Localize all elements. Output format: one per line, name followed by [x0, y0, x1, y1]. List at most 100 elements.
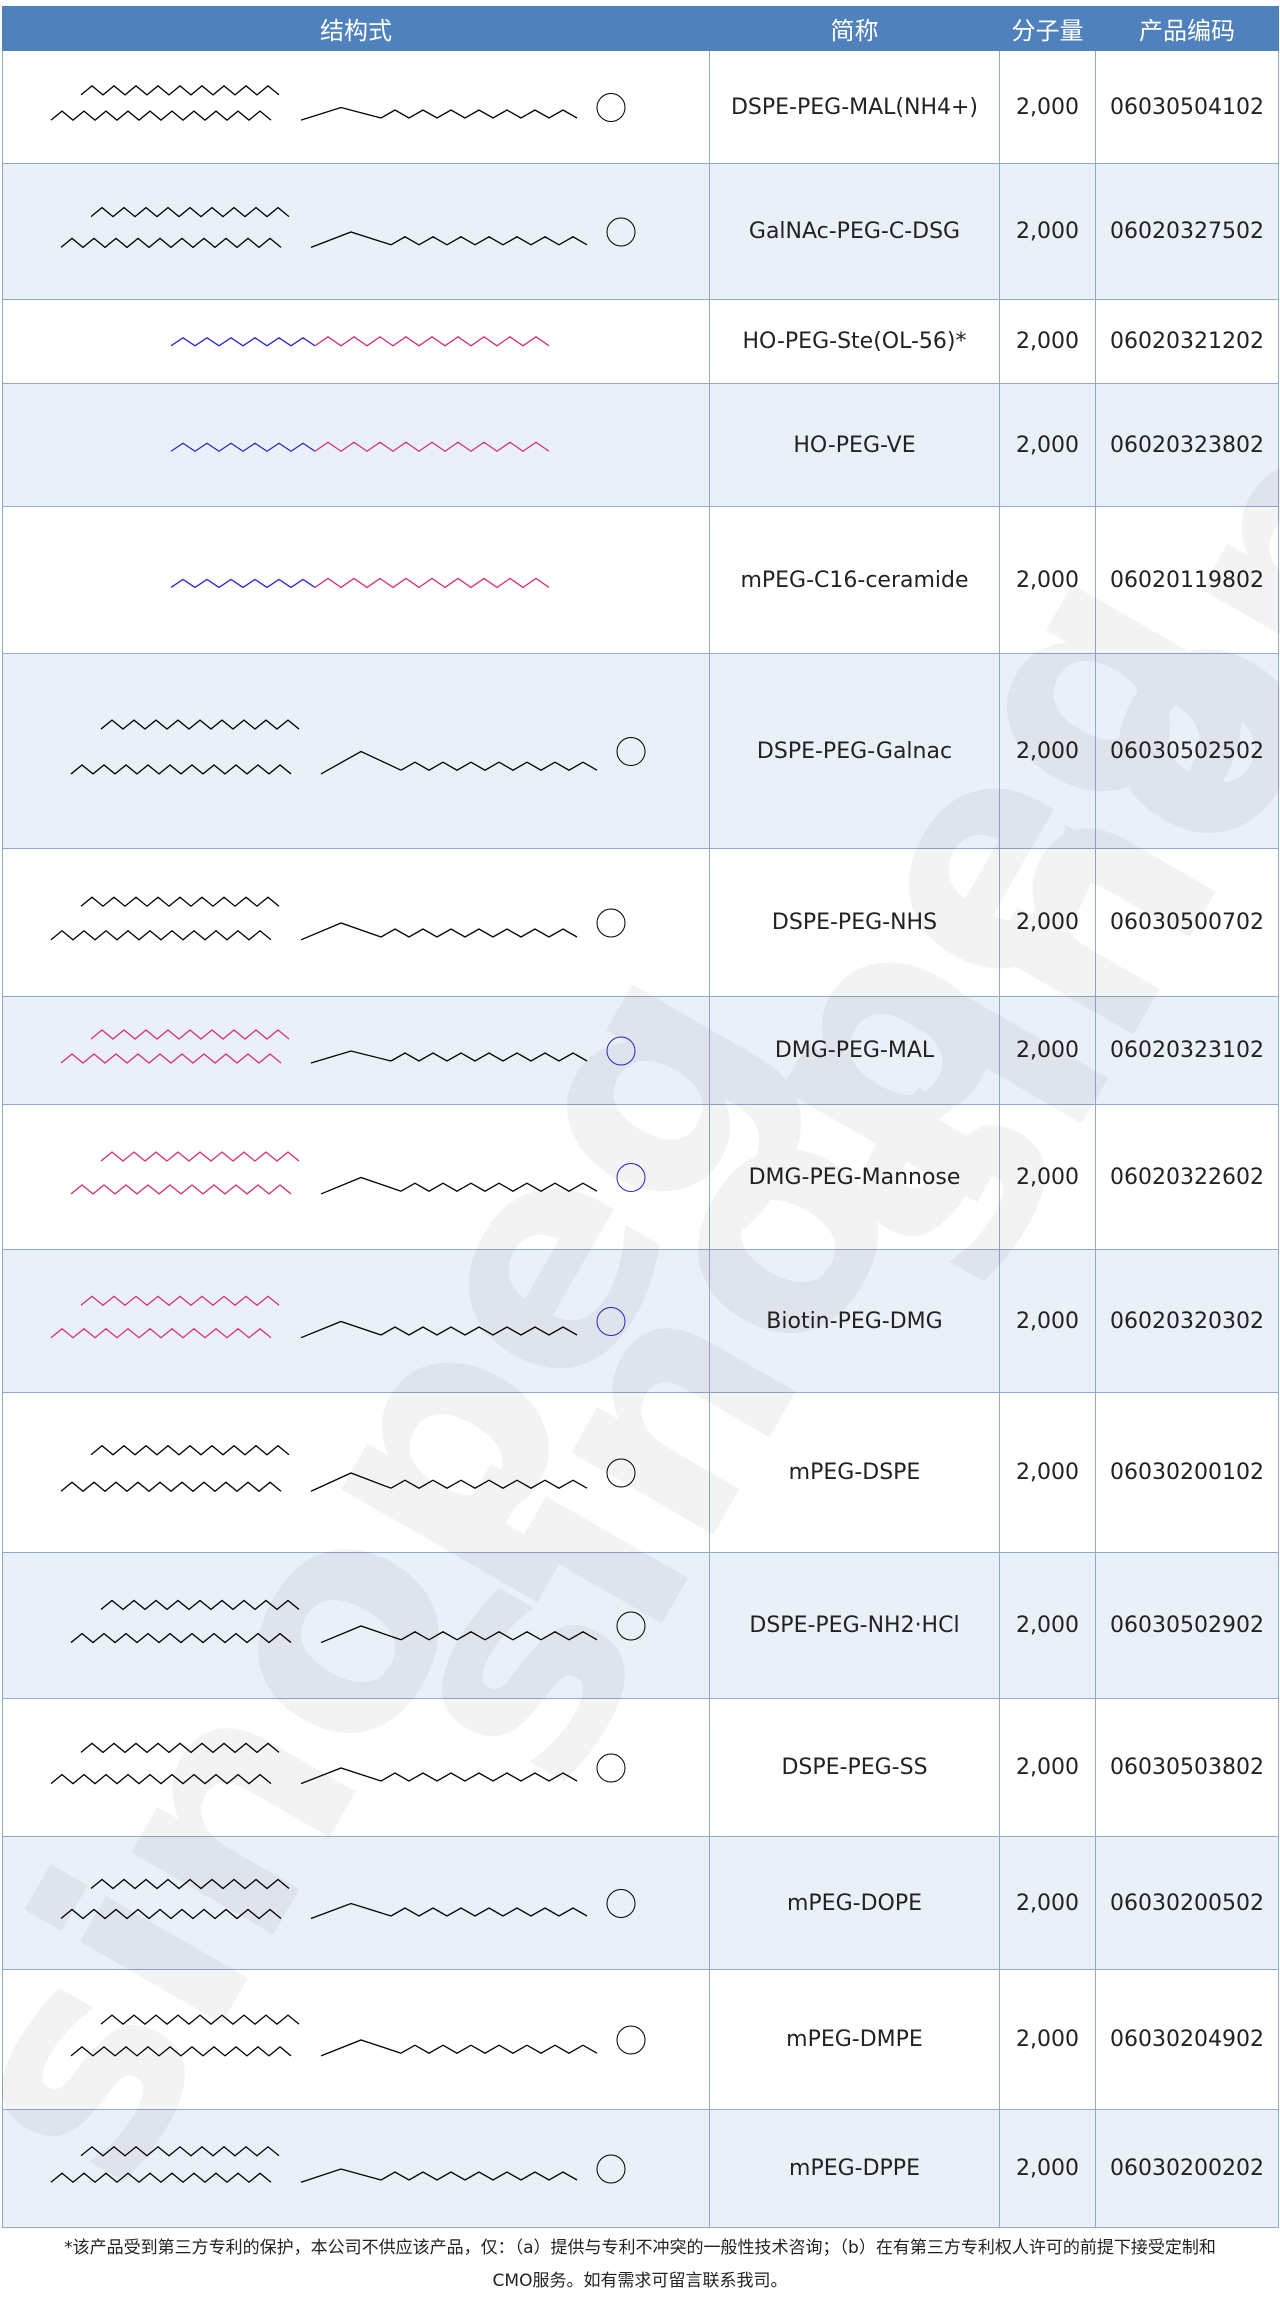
bond-chain	[300, 2167, 382, 2183]
ring	[606, 1036, 636, 1065]
chemical-structure-image	[50, 84, 626, 122]
ring	[616, 1162, 646, 1192]
bond-chain	[70, 763, 292, 775]
table-row: DMG-PEG-MAL 2,000 06020323102	[2, 996, 1279, 1105]
bond-chain	[300, 106, 382, 121]
chemical-structure-image	[60, 1444, 636, 1492]
table-row: HO-PEG-Ste(OL-56)* 2,000 06020321202	[2, 299, 1279, 384]
abbreviation-cell: HO-PEG-VE	[709, 383, 1000, 507]
chemical-structure-image	[70, 2013, 646, 2057]
molecular-weight-cell: 2,000	[999, 1552, 1096, 1699]
table-row: mPEG-DMPE 2,000 06030204902	[2, 1969, 1279, 2110]
product-code-cell: 06030200202	[1095, 2109, 1279, 2228]
bond-chain	[310, 230, 392, 248]
ring	[606, 1888, 636, 1918]
product-code-cell: 06030204902	[1095, 1969, 1279, 2110]
table-row: DSPE-PEG-NH2·HCl 2,000 06030502902	[2, 1552, 1279, 1699]
chemical-structure-image	[50, 2145, 626, 2183]
bond-chain	[70, 1183, 292, 1195]
product-table: 结构式 简称 分子量 产品编码 DSPE-PEG-MAL(NH4+) 2,000 0…	[2, 6, 1279, 2228]
product-code-cell: 06020323802	[1095, 383, 1279, 507]
molecular-weight-cell: 2,000	[999, 1969, 1096, 2110]
molecular-weight-cell: 2,000	[999, 1698, 1096, 1837]
chemical-structure-image	[50, 1294, 626, 1339]
bond-chain	[50, 929, 272, 941]
molecular-weight-cell: 2,000	[999, 1104, 1096, 1250]
bond-chain	[170, 336, 316, 347]
bond-chain	[50, 2171, 272, 2183]
molecular-weight-cell: 2,000	[999, 653, 1096, 849]
structure-cell	[2, 1836, 710, 1970]
chemical-structure-image	[70, 1599, 646, 1643]
chemical-structure-image	[60, 1878, 636, 1919]
bond-chain	[300, 921, 382, 940]
bond-chain	[170, 441, 316, 452]
bond-chain	[80, 2145, 280, 2157]
structure-cell	[2, 163, 710, 300]
footnote-line-1: *该产品受到第三方专利的保护，本公司不供应该产品，仅：（a）提供与专利不冲突的一…	[64, 2238, 1216, 2258]
bond-chain	[310, 1471, 392, 1492]
abbreviation-cell: mPEG-DSPE	[709, 1392, 1000, 1553]
molecular-weight-cell: 2,000	[999, 506, 1096, 654]
molecular-weight-cell: 2,000	[999, 1836, 1096, 1970]
bond-chain	[400, 1630, 598, 1641]
ring	[616, 2025, 646, 2054]
header-row: 结构式 简称 分子量 产品编码	[2, 6, 1279, 51]
abbreviation-cell: DSPE-PEG-Galnac	[709, 653, 1000, 849]
table-row: DSPE-PEG-SS 2,000 06030503802	[2, 1698, 1279, 1837]
bond-chain	[390, 1906, 588, 1917]
bond-chain	[60, 1052, 282, 1064]
product-code-cell: 06020323102	[1095, 996, 1279, 1105]
structure-cell	[2, 299, 710, 384]
molecular-weight-cell: 2,000	[999, 848, 1096, 997]
molecular-weight-cell: 2,000	[999, 383, 1096, 507]
structure-cell	[2, 653, 710, 849]
structure-cell	[2, 506, 710, 654]
bond-chain	[100, 2013, 300, 2025]
bond-chain	[100, 1150, 300, 1162]
bond-chain	[70, 1632, 292, 1643]
product-code-cell: 06020321202	[1095, 299, 1279, 384]
chemical-structure-image	[60, 206, 636, 248]
abbreviation-cell: Biotin-PEG-DMG	[709, 1249, 1000, 1393]
structure-cell	[2, 1698, 710, 1837]
abbreviation-cell: mPEG-DMPE	[709, 1969, 1000, 2110]
table-row: GalNAc-PEG-C-DSG 2,000 06020327502	[2, 163, 1279, 300]
structure-cell	[2, 50, 710, 164]
chemical-structure-image	[60, 1028, 636, 1065]
molecular-weight-cell: 2,000	[999, 2109, 1096, 2228]
chemical-structure-image	[170, 440, 550, 452]
bond-chain	[70, 2045, 292, 2057]
table-row: mPEG-C16-ceramide 2,000 06020119802	[2, 506, 1279, 654]
bond-chain	[100, 1599, 300, 1610]
molecular-weight-cell: 2,000	[999, 996, 1096, 1105]
bond-chain	[50, 109, 272, 121]
bond-chain	[50, 1327, 272, 1339]
product-code-cell: 06030500702	[1095, 848, 1279, 997]
ring	[606, 1458, 636, 1487]
chemical-structure-image	[50, 895, 626, 941]
structure-cell	[2, 2109, 710, 2228]
bond-chain	[390, 1478, 588, 1489]
ring	[596, 1753, 626, 1782]
abbreviation-cell: DSPE-PEG-NHS	[709, 848, 1000, 997]
table-row: DMG-PEG-Mannose 2,000 06020322602	[2, 1104, 1279, 1250]
bond-chain	[380, 108, 578, 119]
bond-chain	[314, 335, 550, 347]
molecular-weight-cell: 2,000	[999, 299, 1096, 384]
structure-cell	[2, 848, 710, 997]
product-code-cell: 06030503802	[1095, 1698, 1279, 1837]
product-code-cell: 06020322602	[1095, 1104, 1279, 1250]
table-row: mPEG-DOPE 2,000 06030200502	[2, 1836, 1279, 1970]
header-molecular-weight: 分子量	[999, 6, 1096, 51]
bond-chain	[320, 750, 402, 775]
ring	[606, 217, 636, 246]
chemical-structure-image	[170, 577, 550, 588]
bond-chain	[380, 2170, 578, 2181]
abbreviation-cell: HO-PEG-Ste(OL-56)*	[709, 299, 1000, 384]
ring	[596, 908, 626, 937]
product-code-cell: 06030502902	[1095, 1552, 1279, 1699]
bond-chain	[80, 1294, 280, 1306]
bond-chain	[90, 206, 290, 217]
abbreviation-cell: DMG-PEG-MAL	[709, 996, 1000, 1105]
